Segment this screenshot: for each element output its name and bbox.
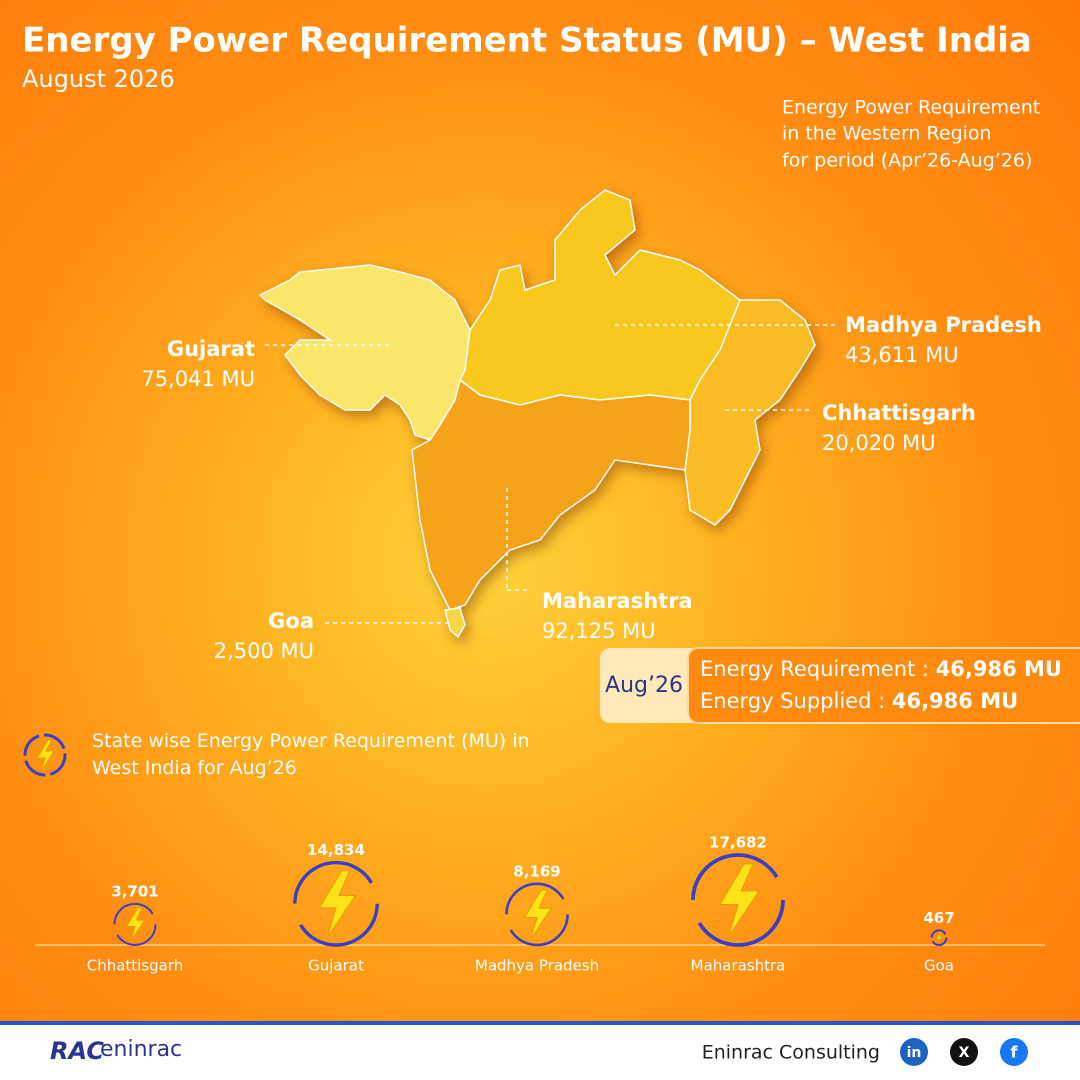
social-label[interactable]: in xyxy=(907,1045,922,1061)
company: Eninrac Consulting xyxy=(702,1042,880,1064)
chart-title: State wise Energy Power Requirement (MU)… xyxy=(92,730,530,779)
bubble xyxy=(113,902,157,946)
value-label: 17,682 xyxy=(709,834,767,852)
social-icon[interactable] xyxy=(950,1038,978,1066)
value-label: 3,701 xyxy=(111,882,158,900)
social-icon[interactable] xyxy=(1000,1038,1028,1066)
state-maharashtra xyxy=(411,378,691,611)
category-label: Gujarat xyxy=(308,957,364,975)
summary-line: Energy Supplied : 46,986 MU xyxy=(700,689,1018,713)
state-gujarat xyxy=(258,264,471,441)
summary-period: Aug’26 xyxy=(605,673,683,698)
state-value: 20,020 MU xyxy=(822,431,936,455)
category-label: Chhattisgarh xyxy=(87,957,184,975)
chart-title-box: State wise Energy Power Requirement (MU)… xyxy=(92,730,530,779)
footer-rule xyxy=(0,1021,1080,1025)
state-value: 92,125 MU xyxy=(542,619,656,643)
summary-box xyxy=(687,647,1080,724)
state-value: 75,041 MU xyxy=(141,367,255,391)
title-icon xyxy=(23,733,67,777)
state-name: Chhattisgarh xyxy=(822,401,976,425)
summary-value: 46,986 MU xyxy=(892,689,1018,713)
bubble xyxy=(505,882,569,947)
bolt-icon xyxy=(318,870,357,938)
summary-label: Energy Supplied : xyxy=(700,689,892,713)
value-label: 8,169 xyxy=(513,862,560,880)
note-line: in the Western Region xyxy=(782,123,992,145)
category-label: Goa xyxy=(924,957,954,975)
bolt-icon xyxy=(523,889,553,940)
map xyxy=(258,189,816,639)
summary-period-box xyxy=(600,648,710,723)
bolt-icon xyxy=(719,863,760,937)
leaders xyxy=(265,324,835,624)
category-label: Madhya Pradesh xyxy=(475,957,599,975)
note-line: Energy Power Requirement xyxy=(782,97,1040,119)
note-line: for period (Apr’26-Aug’26) xyxy=(782,150,1032,172)
state-value: 43,611 MU xyxy=(845,343,959,367)
summary-label: Energy Requirement : xyxy=(700,657,936,681)
value-label: 467 xyxy=(923,909,954,927)
bubble xyxy=(930,929,948,946)
category-label: Maharashtra xyxy=(691,957,786,975)
bubble xyxy=(691,853,785,947)
summary-line: Energy Requirement : 46,986 MU xyxy=(700,657,1062,681)
value-label: 14,834 xyxy=(307,841,365,859)
logo-eninrac: eninrac xyxy=(100,1037,182,1062)
state-chhattisgarh xyxy=(684,299,816,526)
subtitle: August 2026 xyxy=(22,65,175,93)
title-icon-bolt xyxy=(36,739,55,773)
title: Energy Power Requirement Status (MU) – W… xyxy=(22,21,1032,61)
social-icon[interactable] xyxy=(900,1038,928,1066)
state-name: Madhya Pradesh xyxy=(845,313,1042,337)
social-label[interactable]: f xyxy=(1011,1043,1019,1062)
bubble xyxy=(293,860,379,947)
state-value: 2,500 MU xyxy=(214,639,314,663)
state-name: Goa xyxy=(268,609,314,633)
state-name: Maharashtra xyxy=(542,589,693,613)
social-label[interactable]: X xyxy=(959,1045,970,1061)
summary-value: 46,986 MU xyxy=(936,657,1062,681)
bolt-icon xyxy=(935,931,944,944)
state-goa xyxy=(444,607,466,639)
logo-rac: RAC xyxy=(50,1037,104,1065)
state-name: Gujarat xyxy=(167,337,255,361)
bolt-icon xyxy=(125,907,146,942)
